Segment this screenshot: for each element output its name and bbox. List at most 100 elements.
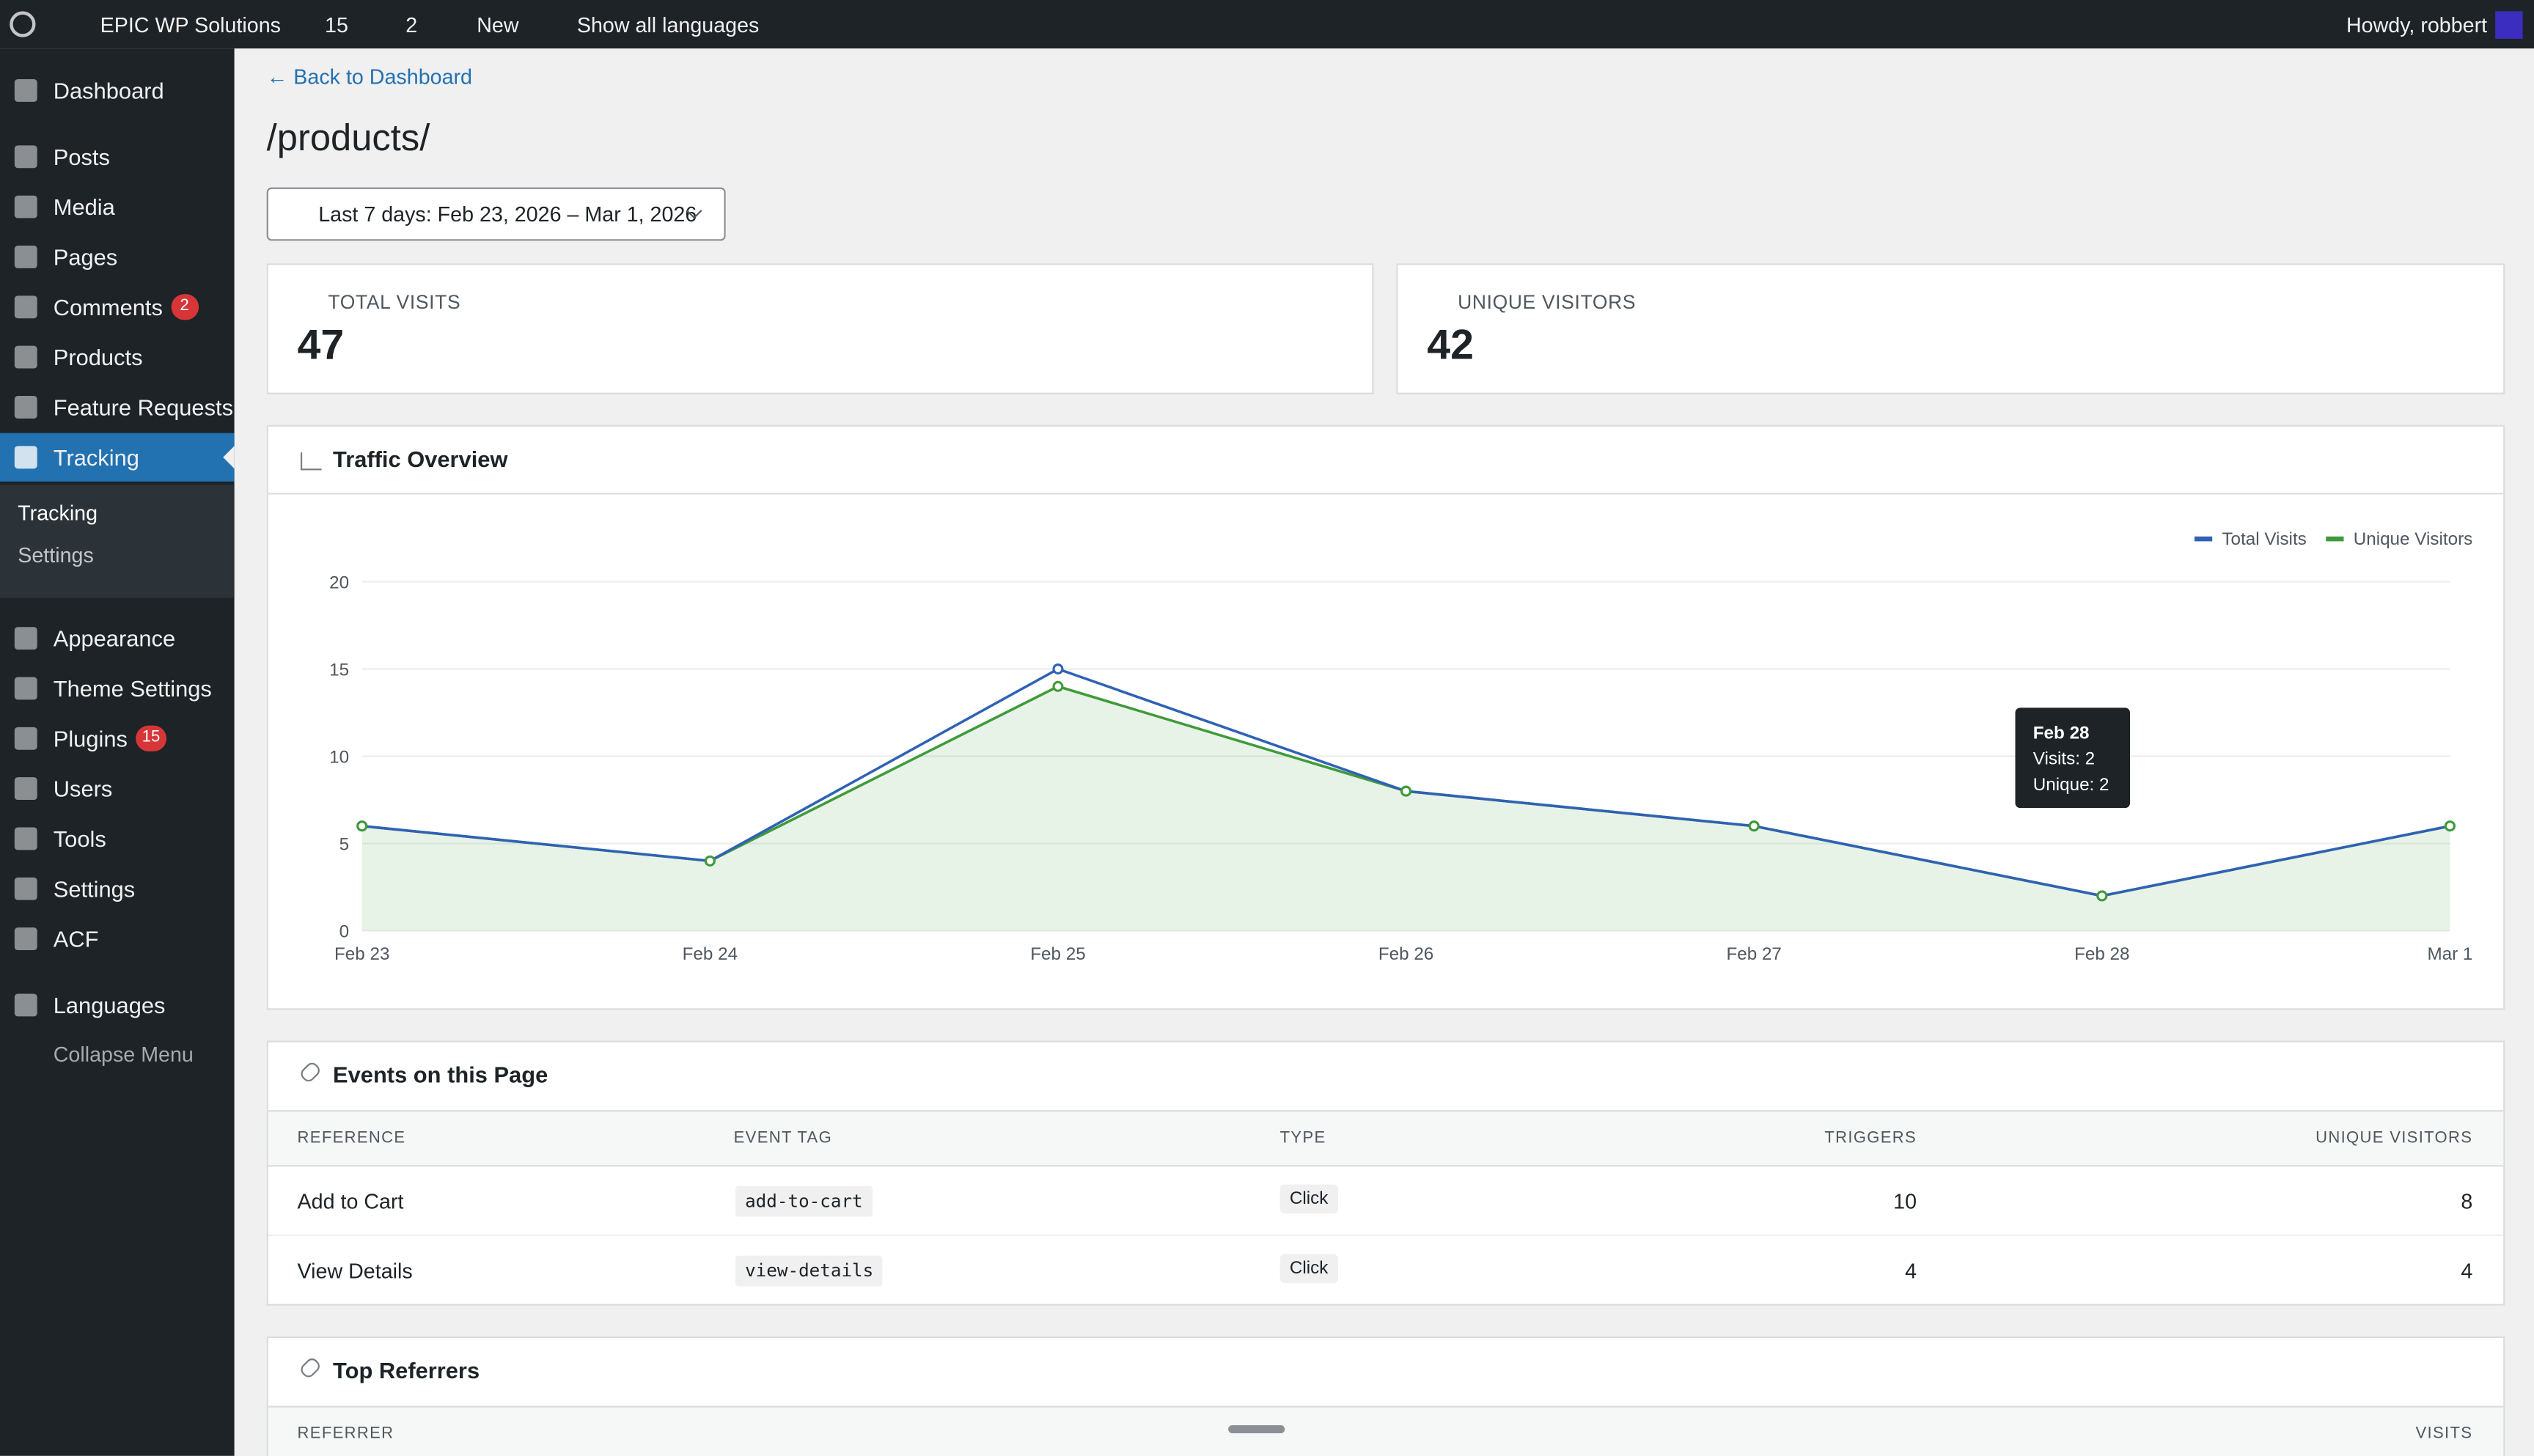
menu-item[interactable]: Dashboard bbox=[53, 77, 164, 104]
table-header bbox=[268, 1110, 2504, 1167]
collapse-menu[interactable]: Collapse Menu bbox=[53, 1042, 194, 1067]
legend-label: Unique Visitors bbox=[2354, 529, 2473, 549]
stat-card bbox=[266, 263, 1374, 394]
avatar[interactable] bbox=[2495, 11, 2523, 39]
site-name[interactable]: EPIC WP Solutions bbox=[100, 12, 281, 37]
comments[interactable]: 2 bbox=[405, 12, 418, 37]
point bbox=[1052, 663, 1064, 674]
point bbox=[704, 855, 716, 867]
updates[interactable]: 15 bbox=[325, 12, 348, 37]
point bbox=[356, 820, 368, 832]
stat-value: 42 bbox=[1427, 320, 1474, 369]
menu-icon bbox=[14, 927, 37, 951]
menu-icon bbox=[14, 993, 37, 1017]
y-tick-label: 20 bbox=[329, 573, 349, 592]
menu-item[interactable]: Languages bbox=[53, 992, 166, 1018]
point bbox=[2444, 820, 2456, 832]
menu-icon bbox=[14, 145, 37, 169]
x-tick-label: Feb 27 bbox=[1726, 944, 1781, 964]
scrollbar[interactable] bbox=[1228, 1425, 1285, 1434]
column-header: UNIQUE VISITORS bbox=[2316, 1129, 2473, 1147]
menu-item[interactable]: Settings bbox=[53, 875, 136, 902]
submenu bbox=[0, 485, 235, 598]
sidebar bbox=[0, 48, 235, 1456]
y-tick-label: 0 bbox=[339, 922, 349, 941]
x-tick-label: Mar 1 bbox=[2427, 944, 2472, 964]
tooltip-line: Visits: 2 bbox=[2033, 749, 2095, 769]
legend-label: Total Visits bbox=[2222, 529, 2306, 549]
y-tick-label: 5 bbox=[339, 834, 349, 854]
legend-swatch bbox=[2326, 536, 2344, 542]
languages[interactable]: Show all languages bbox=[576, 12, 760, 37]
menu-item[interactable]: Comments bbox=[53, 294, 163, 320]
point bbox=[2096, 890, 2108, 902]
menu-item[interactable]: Tracking bbox=[53, 444, 139, 471]
menu-item[interactable]: Plugins bbox=[53, 725, 128, 751]
table-cell: View Details bbox=[297, 1258, 413, 1284]
badge: 15 bbox=[135, 725, 167, 751]
events-panel bbox=[266, 1040, 2505, 1306]
submenu-item[interactable]: Tracking bbox=[18, 501, 98, 526]
date-range: Last 7 days: Feb 23, 2026 – Mar 1, 2026 bbox=[318, 202, 697, 227]
x-tick-label: Feb 24 bbox=[683, 944, 738, 964]
tooltip-title: Feb 28 bbox=[2033, 723, 2090, 743]
x-tick-label: Feb 25 bbox=[1030, 944, 1085, 964]
menu-arrow bbox=[223, 446, 235, 469]
point bbox=[1052, 680, 1064, 692]
menu-icon bbox=[14, 877, 37, 900]
stat-label: UNIQUE VISITORS bbox=[1458, 290, 1637, 314]
menu-item[interactable]: Theme Settings bbox=[53, 675, 212, 702]
submenu-item[interactable]: Settings bbox=[18, 543, 94, 567]
table-cell: Click bbox=[1279, 1184, 1338, 1214]
stat-value: 47 bbox=[297, 320, 345, 369]
divider bbox=[268, 493, 2504, 495]
column-header: VISITS bbox=[2415, 1425, 2473, 1444]
menu-icon bbox=[14, 295, 37, 319]
tooltip bbox=[2015, 707, 2131, 809]
menu-item[interactable]: Posts bbox=[53, 144, 110, 170]
panel-title: Events on this Page bbox=[333, 1062, 548, 1088]
table-cell: 4 bbox=[2461, 1258, 2473, 1284]
wp-logo[interactable] bbox=[10, 11, 36, 37]
menu-item[interactable]: Feature Requests bbox=[53, 394, 234, 421]
y-tick-label: 10 bbox=[329, 747, 349, 767]
stat-card bbox=[1396, 263, 2505, 394]
legend-swatch bbox=[2194, 536, 2213, 542]
x-tick-label: Feb 26 bbox=[1378, 944, 1433, 964]
menu-item[interactable]: Users bbox=[53, 775, 113, 802]
column-header: REFERRER bbox=[297, 1425, 394, 1444]
active-item bbox=[0, 433, 235, 482]
table-cell: Click bbox=[1279, 1254, 1338, 1284]
divider bbox=[268, 1234, 2504, 1237]
column-header: EVENT TAG bbox=[733, 1129, 833, 1147]
menu-item[interactable]: Pages bbox=[53, 243, 118, 271]
back-link[interactable]: ← Back to Dashboard bbox=[266, 65, 473, 89]
y-tick-label: 15 bbox=[329, 660, 349, 680]
table-cell: add-to-cart bbox=[735, 1185, 873, 1217]
date-picker[interactable] bbox=[266, 187, 726, 241]
new-button[interactable]: New bbox=[477, 12, 519, 37]
column-header: TYPE bbox=[1279, 1129, 1326, 1147]
greeting[interactable]: Howdy, robbert bbox=[2346, 12, 2488, 37]
menu-icon bbox=[14, 627, 37, 650]
menu-item[interactable]: Products bbox=[53, 344, 143, 370]
menu-icon bbox=[14, 396, 37, 419]
stat-label: TOTAL VISITS bbox=[328, 290, 461, 314]
menu-item[interactable]: Media bbox=[53, 194, 115, 220]
chart-title: Traffic Overview bbox=[333, 446, 508, 472]
point bbox=[1400, 785, 1412, 797]
table-header bbox=[268, 1405, 2504, 1456]
menu-item[interactable]: ACF bbox=[53, 925, 99, 952]
point bbox=[1748, 820, 1760, 832]
badge: 2 bbox=[170, 294, 199, 320]
column-header: TRIGGERS bbox=[1824, 1129, 1917, 1147]
table-cell: 8 bbox=[2461, 1189, 2473, 1214]
menu-icon bbox=[14, 827, 37, 850]
menu-item[interactable]: Tools bbox=[53, 826, 106, 852]
menu-item[interactable]: Appearance bbox=[53, 625, 176, 652]
area bbox=[361, 686, 2450, 931]
menu-icon bbox=[14, 777, 37, 801]
table-cell: view-details bbox=[735, 1255, 884, 1287]
